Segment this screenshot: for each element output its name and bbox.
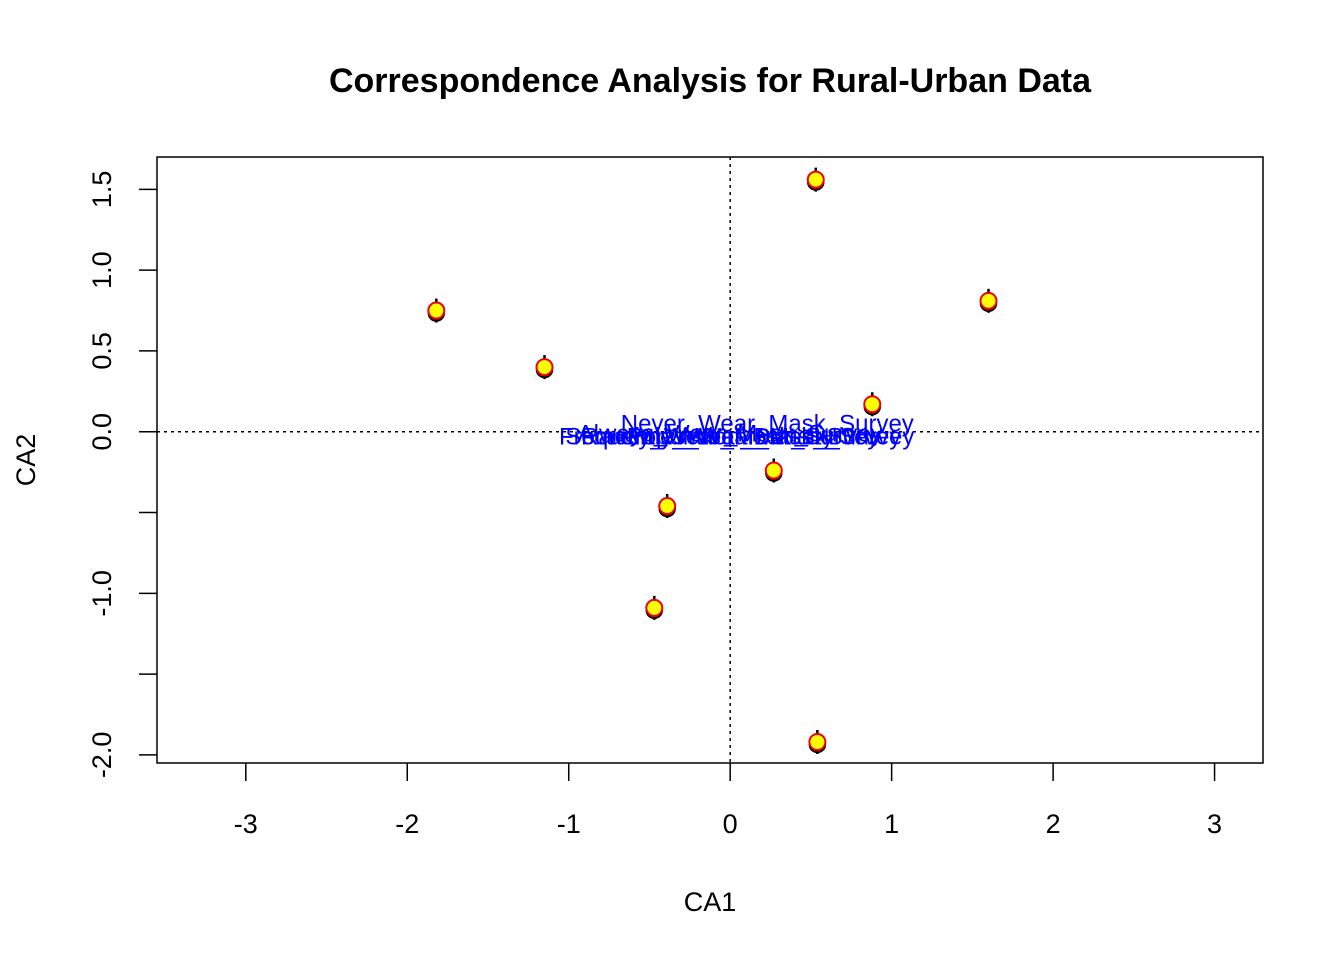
x-tick-label: 0 (723, 809, 738, 839)
variable-label: Sometimes_Wear_Mask_Survey (565, 424, 914, 451)
y-tick-label: 0.5 (87, 332, 117, 370)
variable-label: Always_Wear_Mask_Survey (578, 420, 883, 447)
y-axis-label: CA2 (11, 434, 41, 487)
y-axis: -2.0 -1.0 0.0 0.5 1.0 1.5 (87, 171, 157, 779)
data-point (806, 170, 825, 189)
x-axis: -3 -2 -1 0 1 2 3 (234, 763, 1222, 839)
y-tick-label: 1.5 (87, 171, 117, 209)
x-axis-label: CA1 (684, 887, 737, 917)
data-point (808, 732, 827, 751)
data-point (535, 358, 554, 377)
x-tick-label: -1 (557, 809, 581, 839)
x-tick-label: 2 (1046, 809, 1061, 839)
y-tick-label: -2.0 (87, 732, 117, 779)
y-tick-label: 1.0 (87, 251, 117, 289)
y-tick-label: 0.0 (87, 413, 117, 451)
x-tick-label: 1 (884, 809, 899, 839)
variable-label: Never_Wear_Mask_Survey (621, 411, 914, 438)
y-tick-label: -1.0 (87, 570, 117, 617)
data-point (979, 291, 998, 310)
x-tick-label: -3 (234, 809, 258, 839)
data-point (427, 301, 446, 320)
variable-label: Population_Density (627, 424, 834, 451)
data-points (427, 167, 998, 754)
variable-label: Rarely_Wear_Mask_Survey (581, 424, 879, 451)
variable-labels: Never_Wear_Mask_SurveyAlways_Wear_Mask_S… (559, 411, 914, 451)
variable-label: Frequently_Wear_Mask_Survey (559, 424, 901, 451)
chart-title: Correspondence Analysis for Rural-Urban … (329, 62, 1092, 100)
data-point (863, 395, 882, 414)
x-tick-label: -2 (395, 809, 419, 839)
reference-lines (157, 157, 1263, 763)
data-point (764, 461, 783, 480)
data-point (658, 497, 677, 516)
data-point (645, 598, 664, 617)
x-tick-label: 3 (1207, 809, 1222, 839)
plot-frame (156, 156, 1264, 764)
